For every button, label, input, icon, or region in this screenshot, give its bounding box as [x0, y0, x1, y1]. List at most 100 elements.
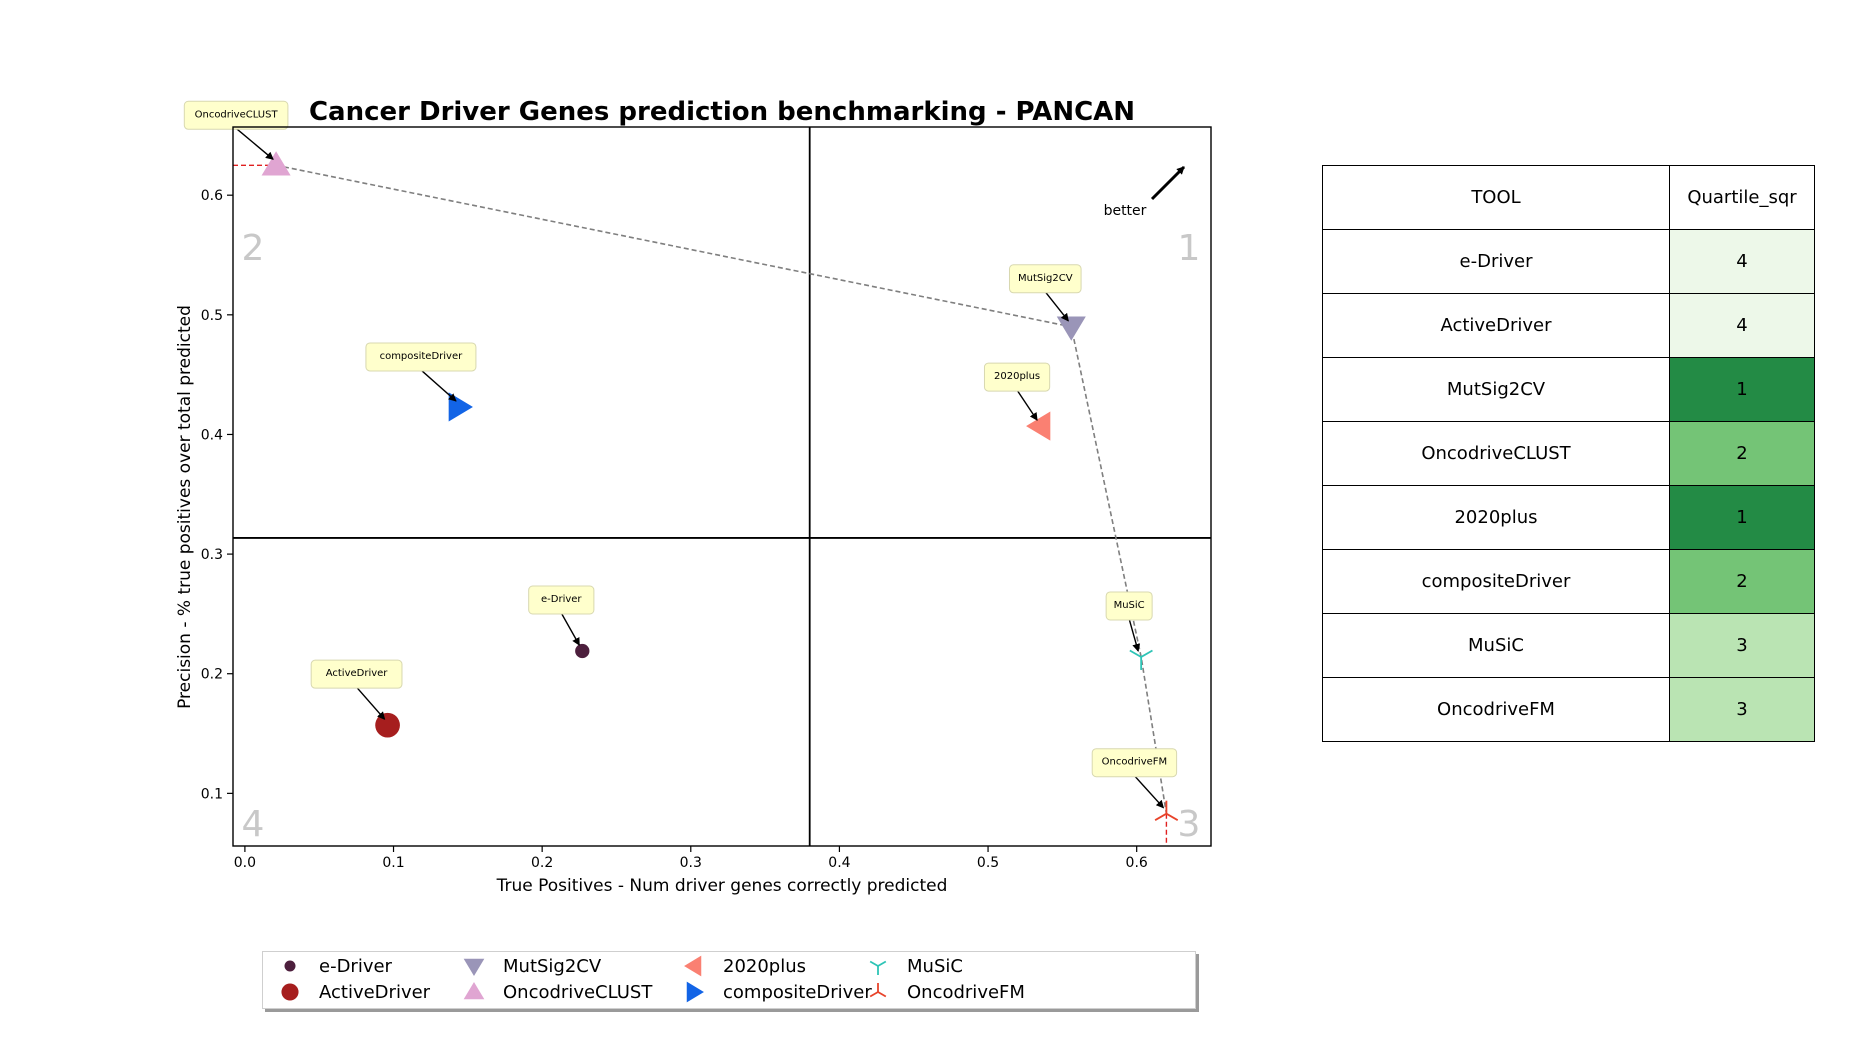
- annotation-arrow-ActiveDriver: [356, 686, 386, 720]
- table-cell-quartile: 4: [1669, 229, 1815, 294]
- x-tick-label-1: 0.1: [382, 855, 404, 871]
- x-tick-label-2: 0.2: [531, 855, 553, 871]
- marker-2020plus: [1026, 411, 1051, 441]
- legend-symbol-e-Driver: [284, 960, 296, 972]
- marker-OncodriveCLUST: [261, 151, 291, 176]
- legend-symbol-OncodriveCLUST: [463, 982, 485, 1000]
- annotation-arrow-OncodriveCLUST: [235, 127, 274, 160]
- x-tick-label-0: 0.0: [234, 855, 256, 871]
- table-cell-quartile: 1: [1669, 485, 1815, 550]
- annotation-arrow-OncodriveFM: [1133, 775, 1165, 809]
- x-axis-label: True Positives - Num driver genes correc…: [496, 876, 948, 896]
- chart-title: Cancer Driver Genes prediction benchmark…: [309, 97, 1135, 127]
- legend-marker-2020plus: [684, 955, 702, 977]
- y-tick-label-3: 0.4: [201, 427, 223, 443]
- annotation-label-e-Driver: e-Driver: [541, 594, 582, 605]
- table-cell-quartile: 3: [1669, 677, 1815, 742]
- table-cell-quartile: 1: [1669, 357, 1815, 422]
- table-cell-tool: OncodriveFM: [1322, 677, 1670, 742]
- legend-symbol-OncodriveFM-arm: [877, 991, 887, 998]
- data-point-MutSig2CV: MutSig2CV: [1008, 264, 1086, 341]
- quadrant-label-1: 1: [1178, 228, 1201, 269]
- x-tick-label-4: 0.4: [828, 855, 850, 871]
- data-point-compositeDriver: compositeDriver: [365, 342, 477, 422]
- plot-frame: [232, 126, 1212, 847]
- pareto-front-line: [275, 164, 1168, 814]
- x-tick-label-6: 0.6: [1126, 855, 1148, 871]
- marker-MuSiC-arm: [1140, 649, 1153, 658]
- legend-label-2020plus: 2020plus: [723, 955, 807, 977]
- table-row: MuSiC 3: [1322, 613, 1815, 678]
- table-cell-quartile: 2: [1669, 421, 1815, 486]
- table-row: e-Driver 4: [1322, 229, 1815, 294]
- table-row: MutSig2CV 1: [1322, 357, 1815, 422]
- annotation-box-OncodriveFM: [1091, 748, 1178, 778]
- legend-marker-OncodriveCLUST: [463, 982, 485, 1000]
- table-row: OncodriveFM 3: [1322, 677, 1815, 742]
- legend-marker-compositeDriver: [686, 981, 704, 1003]
- marker-MuSiC-arm: [1129, 649, 1142, 658]
- annotation-label-MuSiC: MuSiC: [1114, 600, 1145, 611]
- annotation-label-ActiveDriver: ActiveDriver: [326, 668, 389, 679]
- annotation-box-MuSiC: [1105, 591, 1153, 621]
- annotation-label-2020plus: 2020plus: [994, 371, 1040, 382]
- table-cell-quartile: 4: [1669, 293, 1815, 358]
- marker-OncodriveFM-arm: [1154, 812, 1167, 821]
- annotation-box-OncodriveCLUST: [183, 100, 289, 130]
- legend-label-OncodriveFM: OncodriveFM: [907, 981, 1025, 1003]
- data-point-OncodriveCLUST: OncodriveCLUST: [183, 100, 291, 176]
- legend-marker-MuSiC: [869, 960, 887, 975]
- annotation-arrow-MuSiC: [1128, 618, 1141, 652]
- legend-symbol-ActiveDriver: [281, 983, 299, 1001]
- legend-label-OncodriveCLUST: OncodriveCLUST: [503, 981, 653, 1003]
- legend-item-MutSig2CV: MutSig2CV: [459, 953, 601, 979]
- y-tick-label-5: 0.6: [201, 188, 223, 204]
- legend-label-MuSiC: MuSiC: [907, 955, 963, 977]
- legend-symbol-OncodriveFM: [869, 983, 887, 998]
- table-header-quartile: Quartile_sqr: [1669, 165, 1815, 230]
- annotation-label-compositeDriver: compositeDriver: [380, 351, 464, 362]
- y-tick-label-0: 0.1: [201, 786, 223, 802]
- table-row: 2020plus 1: [1322, 485, 1815, 550]
- annotation-arrow-2020plus: [1016, 389, 1038, 421]
- table-cell-quartile: 2: [1669, 549, 1815, 614]
- table-header-tool: TOOL: [1322, 165, 1670, 230]
- table-cell-tool: compositeDriver: [1322, 549, 1670, 614]
- y-axis-label: Precision - % true positives over total …: [175, 305, 195, 709]
- better-label: better: [1104, 203, 1147, 219]
- legend-item-ActiveDriver: ActiveDriver: [275, 979, 430, 1005]
- quadrant-label-3: 3: [1178, 804, 1201, 845]
- legend-item-OncodriveCLUST: OncodriveCLUST: [459, 979, 652, 1005]
- legend-marker-e-Driver: [284, 960, 296, 972]
- marker-MuSiC: [1129, 649, 1153, 670]
- legend-item-compositeDriver: compositeDriver: [679, 979, 872, 1005]
- x-tick-label-5: 0.5: [977, 855, 999, 871]
- quadrant-label-2: 2: [242, 228, 265, 269]
- annotation-box-2020plus: [983, 362, 1051, 392]
- annotation-box-MutSig2CV: [1008, 264, 1082, 294]
- marker-OncodriveFM: [1154, 800, 1179, 821]
- annotation-arrow-MutSig2CV: [1044, 291, 1069, 322]
- annotation-label-OncodriveCLUST: OncodriveCLUST: [195, 109, 279, 120]
- table-row: compositeDriver 2: [1322, 549, 1815, 614]
- annotation-label-OncodriveFM: OncodriveFM: [1102, 757, 1168, 768]
- legend-symbol-MuSiC-arm: [877, 960, 887, 967]
- legend-symbol-MuSiC: [869, 960, 887, 975]
- quadrant-label-4: 4: [242, 804, 265, 845]
- legend-symbol-OncodriveFM-arm: [869, 991, 879, 998]
- table-cell-tool: MuSiC: [1322, 613, 1670, 678]
- chart-legend: e-Driver ActiveDriver MutSig2CV OncodriveCL…: [262, 951, 1196, 1009]
- annotation-arrow-compositeDriver: [420, 369, 457, 402]
- annotation-label-MutSig2CV: MutSig2CV: [1018, 273, 1073, 284]
- legend-item-e-Driver: e-Driver: [275, 953, 392, 979]
- annotation-box-compositeDriver: [365, 342, 477, 372]
- legend-marker-MutSig2CV: [463, 958, 485, 976]
- table-cell-quartile: 3: [1669, 613, 1815, 678]
- annotation-box-ActiveDriver: [310, 659, 403, 689]
- table-cell-tool: ActiveDriver: [1322, 293, 1670, 358]
- data-point-MuSiC: MuSiC: [1105, 591, 1153, 670]
- quartile-table: TOOL Quartile_sqr e-Driver 4 ActiveDriver 4…: [1322, 165, 1815, 742]
- table-header-row: TOOL Quartile_sqr: [1322, 165, 1815, 230]
- annotation-box-e-Driver: [528, 585, 595, 615]
